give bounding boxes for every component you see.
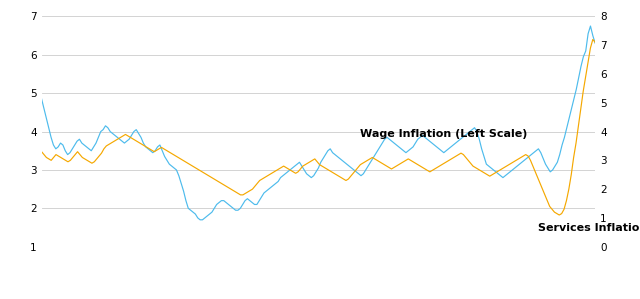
Text: Wage Inflation (Left Scale): Wage Inflation (Left Scale) xyxy=(360,129,527,139)
Text: 2012: 2012 xyxy=(299,268,325,278)
Text: 2002: 2002 xyxy=(33,268,60,278)
Text: 2016: 2016 xyxy=(405,268,431,278)
Text: 2020: 2020 xyxy=(511,268,538,278)
Text: 2010: 2010 xyxy=(246,268,272,278)
Text: 2014: 2014 xyxy=(352,268,378,278)
Text: 2008: 2008 xyxy=(193,268,219,278)
Text: 2004: 2004 xyxy=(86,268,113,278)
Text: 2018: 2018 xyxy=(458,268,484,278)
Text: 2006: 2006 xyxy=(140,268,166,278)
Text: Services Inflation: Services Inflation xyxy=(538,223,640,233)
Text: 2022: 2022 xyxy=(564,268,591,278)
